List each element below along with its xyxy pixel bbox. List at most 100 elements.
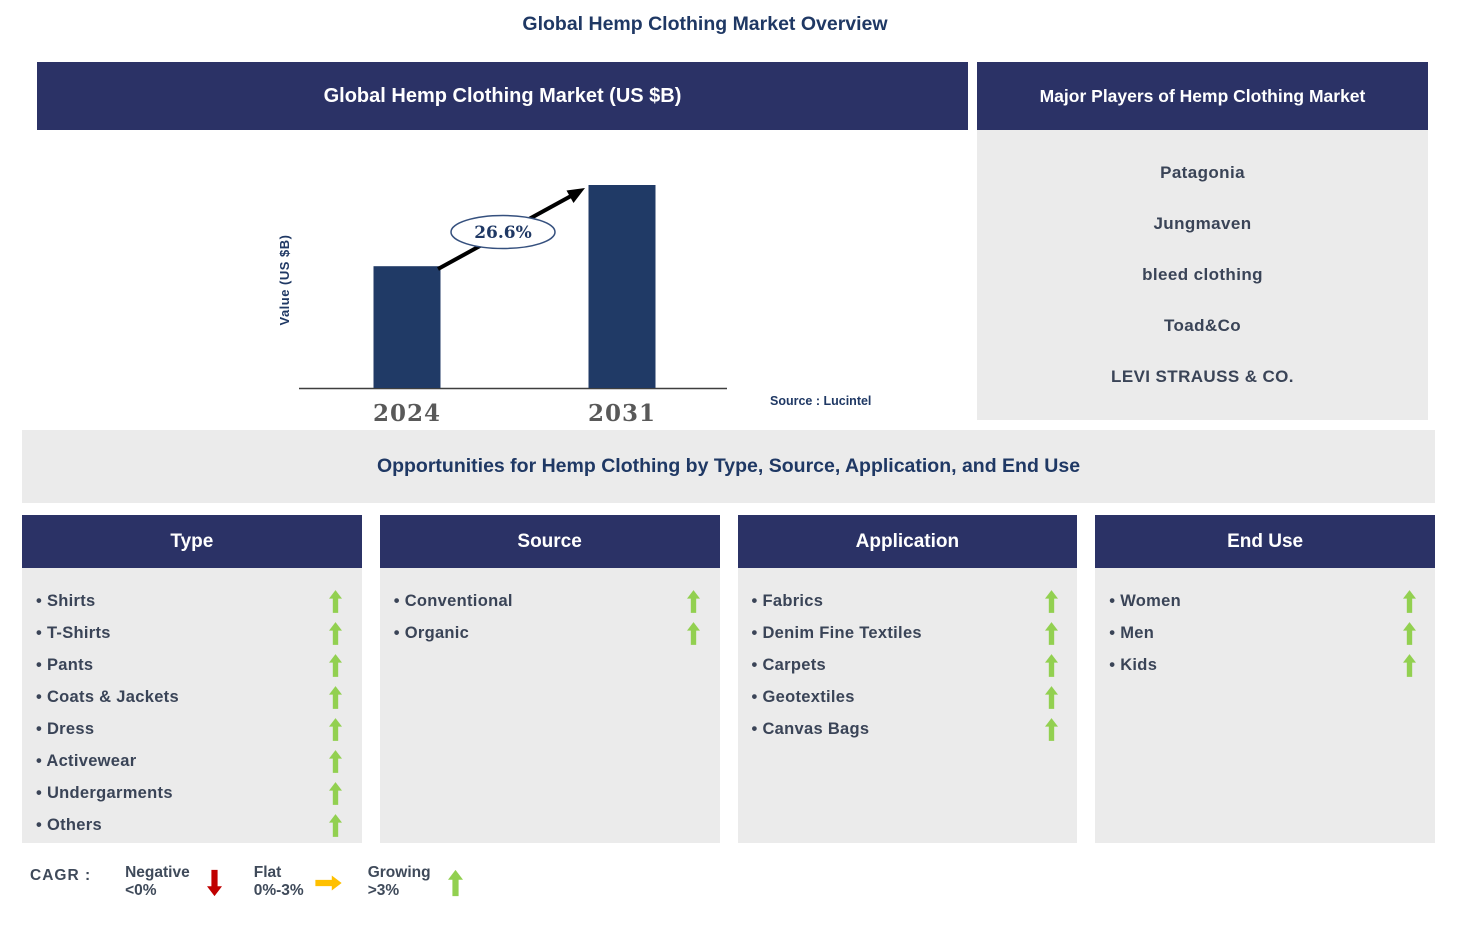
player-name: LEVI STRAUSS & CO. xyxy=(1111,366,1294,386)
trend-up-arrow-icon xyxy=(328,588,344,614)
down-arrow-icon xyxy=(207,869,223,897)
up-arrow-icon xyxy=(329,685,343,709)
list-item-label: • Geotextiles xyxy=(751,687,855,706)
player-name: Jungmaven xyxy=(1153,214,1252,234)
trend-up-arrow-icon xyxy=(1043,620,1059,646)
list-item-label: • Coats & Jackets xyxy=(36,687,179,706)
panel-header: Application xyxy=(737,515,1078,568)
trend-up-arrow-icon xyxy=(1401,652,1417,678)
panel-source: Source • Conventional • Organic xyxy=(379,515,720,843)
list-item: • Women xyxy=(1109,585,1417,617)
chart-panel-title: Global Hemp Clothing Market (US $B) xyxy=(323,84,682,107)
legend-entry-growing: Growing >3% xyxy=(368,864,471,902)
panel-body: • Women • Men • Kids xyxy=(1095,568,1435,843)
x-axis-label: 2031 xyxy=(588,400,656,427)
panel-body: • Conventional • Organic xyxy=(379,568,720,843)
player-name: Patagonia xyxy=(1160,163,1245,183)
trend-up-arrow-icon xyxy=(1043,652,1059,678)
list-item-label: • Fabrics xyxy=(751,591,824,610)
list-item: • Conventional xyxy=(394,585,702,617)
opportunities-title: Opportunities for Hemp Clothing by Type,… xyxy=(376,455,1081,477)
chart-panel-header: Global Hemp Clothing Market (US $B) xyxy=(37,62,968,130)
list-item: • Canvas Bags xyxy=(752,713,1060,745)
up-arrow-icon xyxy=(1044,621,1058,645)
panel-header: End Use xyxy=(1095,515,1435,568)
right-arrow-icon xyxy=(315,875,342,891)
list-item-label: • Shirts xyxy=(36,591,96,610)
up-arrow-icon xyxy=(441,864,471,902)
up-arrow-icon xyxy=(448,869,464,897)
page-title: Global Hemp Clothing Market Overview xyxy=(522,13,888,35)
list-item-label: • Dress xyxy=(36,719,95,738)
chart-source: Source : Lucintel xyxy=(770,394,872,408)
trend-up-arrow-icon xyxy=(328,652,344,678)
list-item-label: • Others xyxy=(36,815,102,834)
list-item: • Activewear xyxy=(36,745,344,777)
legend-label: Flat xyxy=(253,864,282,881)
trend-up-arrow-icon xyxy=(328,684,344,710)
panel-header: Type xyxy=(22,515,362,568)
list-item-label: • Carpets xyxy=(751,655,827,674)
growth-arrow-head xyxy=(566,188,585,203)
legend-entry-flat: Flat 0%-3% xyxy=(254,864,344,902)
up-arrow-icon xyxy=(1044,653,1058,677)
trend-up-arrow-icon xyxy=(1401,620,1417,646)
cagr-legend: CAGR : Negative <0% Flat 0%-3% Growing >… xyxy=(30,864,495,902)
players-panel-header: Major Players of Hemp Clothing Market xyxy=(977,62,1428,130)
up-arrow-icon xyxy=(1402,621,1416,645)
list-item-label: • Activewear xyxy=(36,751,137,770)
list-item-label: • Canvas Bags xyxy=(751,719,870,738)
list-item: • T-Shirts xyxy=(36,617,344,649)
up-arrow-icon xyxy=(1044,717,1058,741)
list-item-label: • Women xyxy=(1109,591,1181,610)
up-arrow-icon xyxy=(1044,589,1058,613)
list-item: • Pants xyxy=(36,649,344,681)
list-item: • Shirts xyxy=(36,585,344,617)
list-item: • Undergarments xyxy=(36,777,344,809)
legend-range: <0% xyxy=(125,882,157,899)
up-arrow-icon xyxy=(329,781,343,805)
panel-end-use: End Use • Women • Men • Kids xyxy=(1095,515,1435,843)
right-arrow-icon xyxy=(314,864,344,902)
legend-text: Flat 0%-3% xyxy=(254,864,304,900)
cagr-legend-prefix: CAGR : xyxy=(30,867,92,884)
list-item-label: • Organic xyxy=(393,623,470,642)
trend-up-arrow-icon xyxy=(686,620,702,646)
up-arrow-icon xyxy=(329,717,343,741)
list-item: • Dress xyxy=(36,713,344,745)
up-arrow-icon xyxy=(329,653,343,677)
trend-up-arrow-icon xyxy=(1043,684,1059,710)
list-item-label: • T-Shirts xyxy=(36,623,111,642)
bar-2024 xyxy=(373,266,441,388)
list-item: • Men xyxy=(1109,617,1417,649)
list-item: • Others xyxy=(36,809,344,841)
legend-range: 0%-3% xyxy=(253,882,304,899)
legend-label: Negative xyxy=(125,864,190,881)
list-item: • Kids xyxy=(1109,649,1417,681)
panel-header: Source xyxy=(379,515,720,568)
panel-body: • Fabrics • Denim Fine Textiles • Carpet… xyxy=(737,568,1078,843)
list-item: • Coats & Jackets xyxy=(36,681,344,713)
legend-text: Growing >3% xyxy=(368,864,431,900)
opportunity-columns: Type • Shirts • T-Shirts • Pants • Coats … xyxy=(22,515,1435,843)
player-name: bleed clothing xyxy=(1142,264,1263,284)
up-arrow-icon xyxy=(687,621,700,645)
legend-entry-negative: Negative <0% xyxy=(125,864,230,902)
list-item-label: • Conventional xyxy=(393,591,513,610)
trend-up-arrow-icon xyxy=(328,748,344,774)
trend-up-arrow-icon xyxy=(328,620,344,646)
up-arrow-icon xyxy=(329,589,343,613)
up-arrow-icon xyxy=(1402,589,1416,613)
trend-up-arrow-icon xyxy=(328,812,344,838)
market-chart: 2024 2031 26.6% Value (US $B) xyxy=(37,130,968,430)
opportunities-banner: Opportunities for Hemp Clothing by Type,… xyxy=(22,430,1435,503)
up-arrow-icon xyxy=(1044,685,1058,709)
list-item: • Fabrics xyxy=(752,585,1060,617)
list-item-label: • Pants xyxy=(36,655,94,674)
up-arrow-icon xyxy=(329,621,343,645)
y-axis-label: Value (US $B) xyxy=(277,234,292,325)
up-arrow-icon xyxy=(687,589,700,613)
list-item-label: • Kids xyxy=(1109,655,1158,674)
list-item: • Geotextiles xyxy=(752,681,1060,713)
